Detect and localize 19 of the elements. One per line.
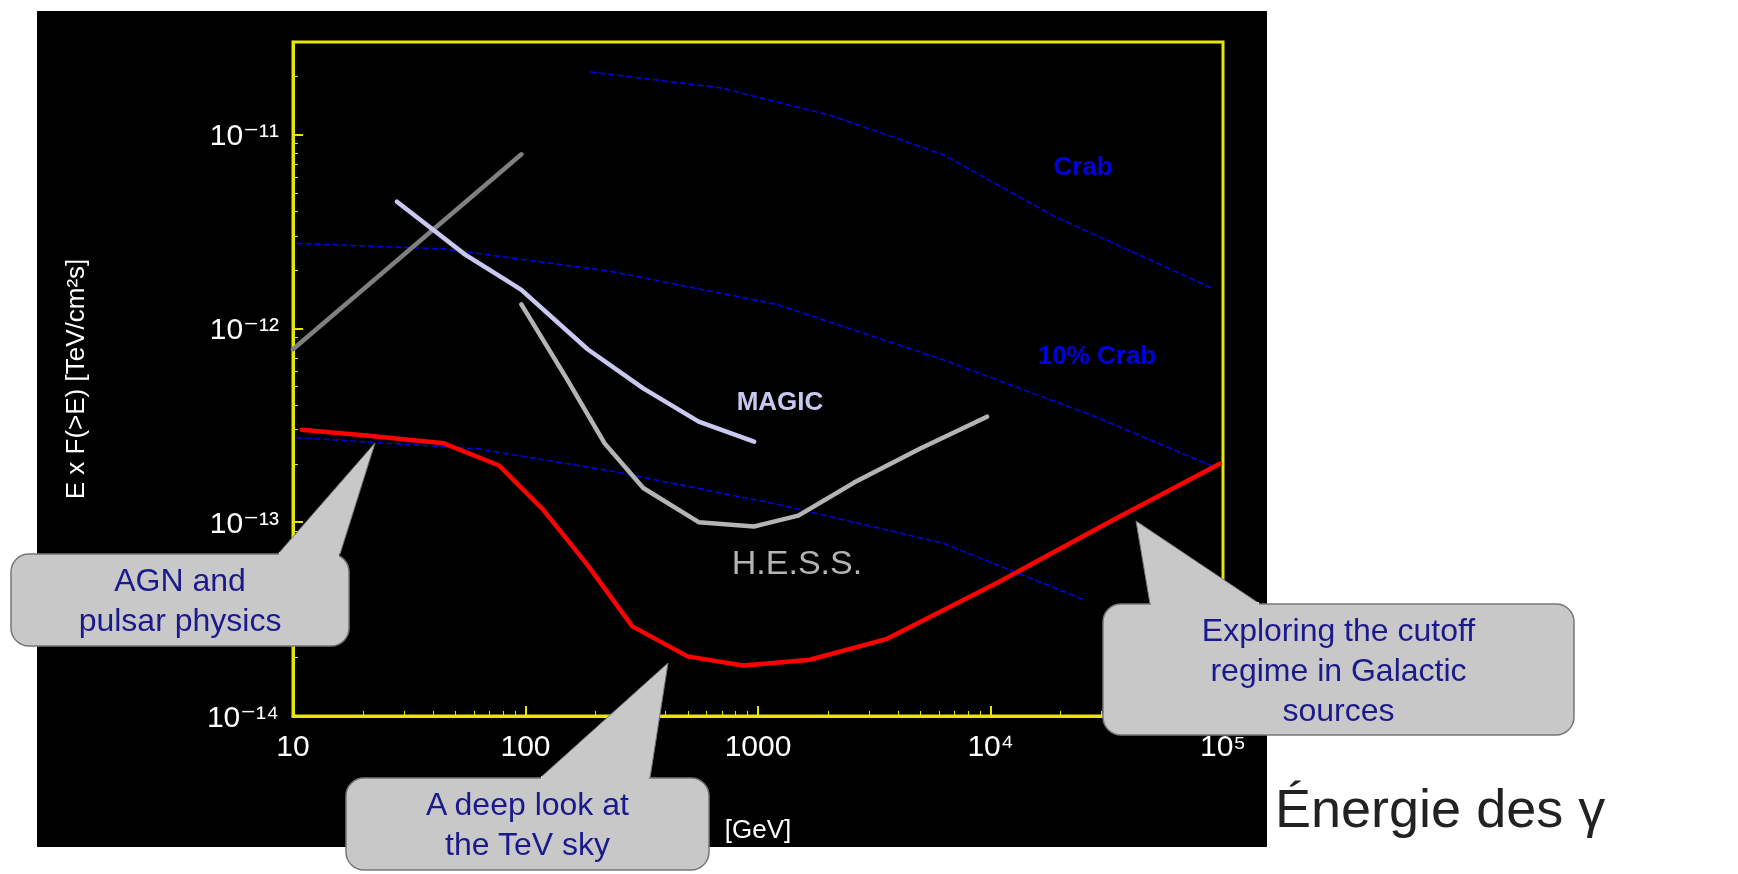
x-tick-label: 10⁴	[967, 728, 1014, 762]
y-tick-label: 10⁻¹²	[209, 311, 280, 345]
y-axis-title: E x F(>E) [TeV/cm²s]	[60, 258, 90, 500]
text: Énergie des γ	[1275, 778, 1606, 838]
text: A deep look at the TeV sky	[346, 778, 709, 870]
series-label: 10% Crab	[1037, 340, 1157, 370]
x-axis-title: [GeV]	[724, 814, 792, 844]
x-tick-label: 10	[276, 728, 310, 762]
text: AGN and pulsar physics	[11, 554, 349, 646]
y-tick-label: 10⁻¹¹	[209, 117, 280, 151]
series-label: Crab	[1053, 151, 1113, 181]
x-tick-label: 10⁵	[1200, 728, 1246, 762]
y-tick-label: 10⁻¹⁴	[206, 699, 279, 733]
series-label: H.E.S.S.	[731, 543, 863, 581]
x-tick-label: 100	[500, 728, 551, 762]
series-label: MAGIC	[736, 386, 824, 416]
y-tick-label: 10⁻¹³	[209, 505, 280, 539]
annotation: Exploring the cutoff regime in Galactic sources	[1201, 611, 1476, 728]
x-tick-label: 1000	[724, 728, 792, 762]
